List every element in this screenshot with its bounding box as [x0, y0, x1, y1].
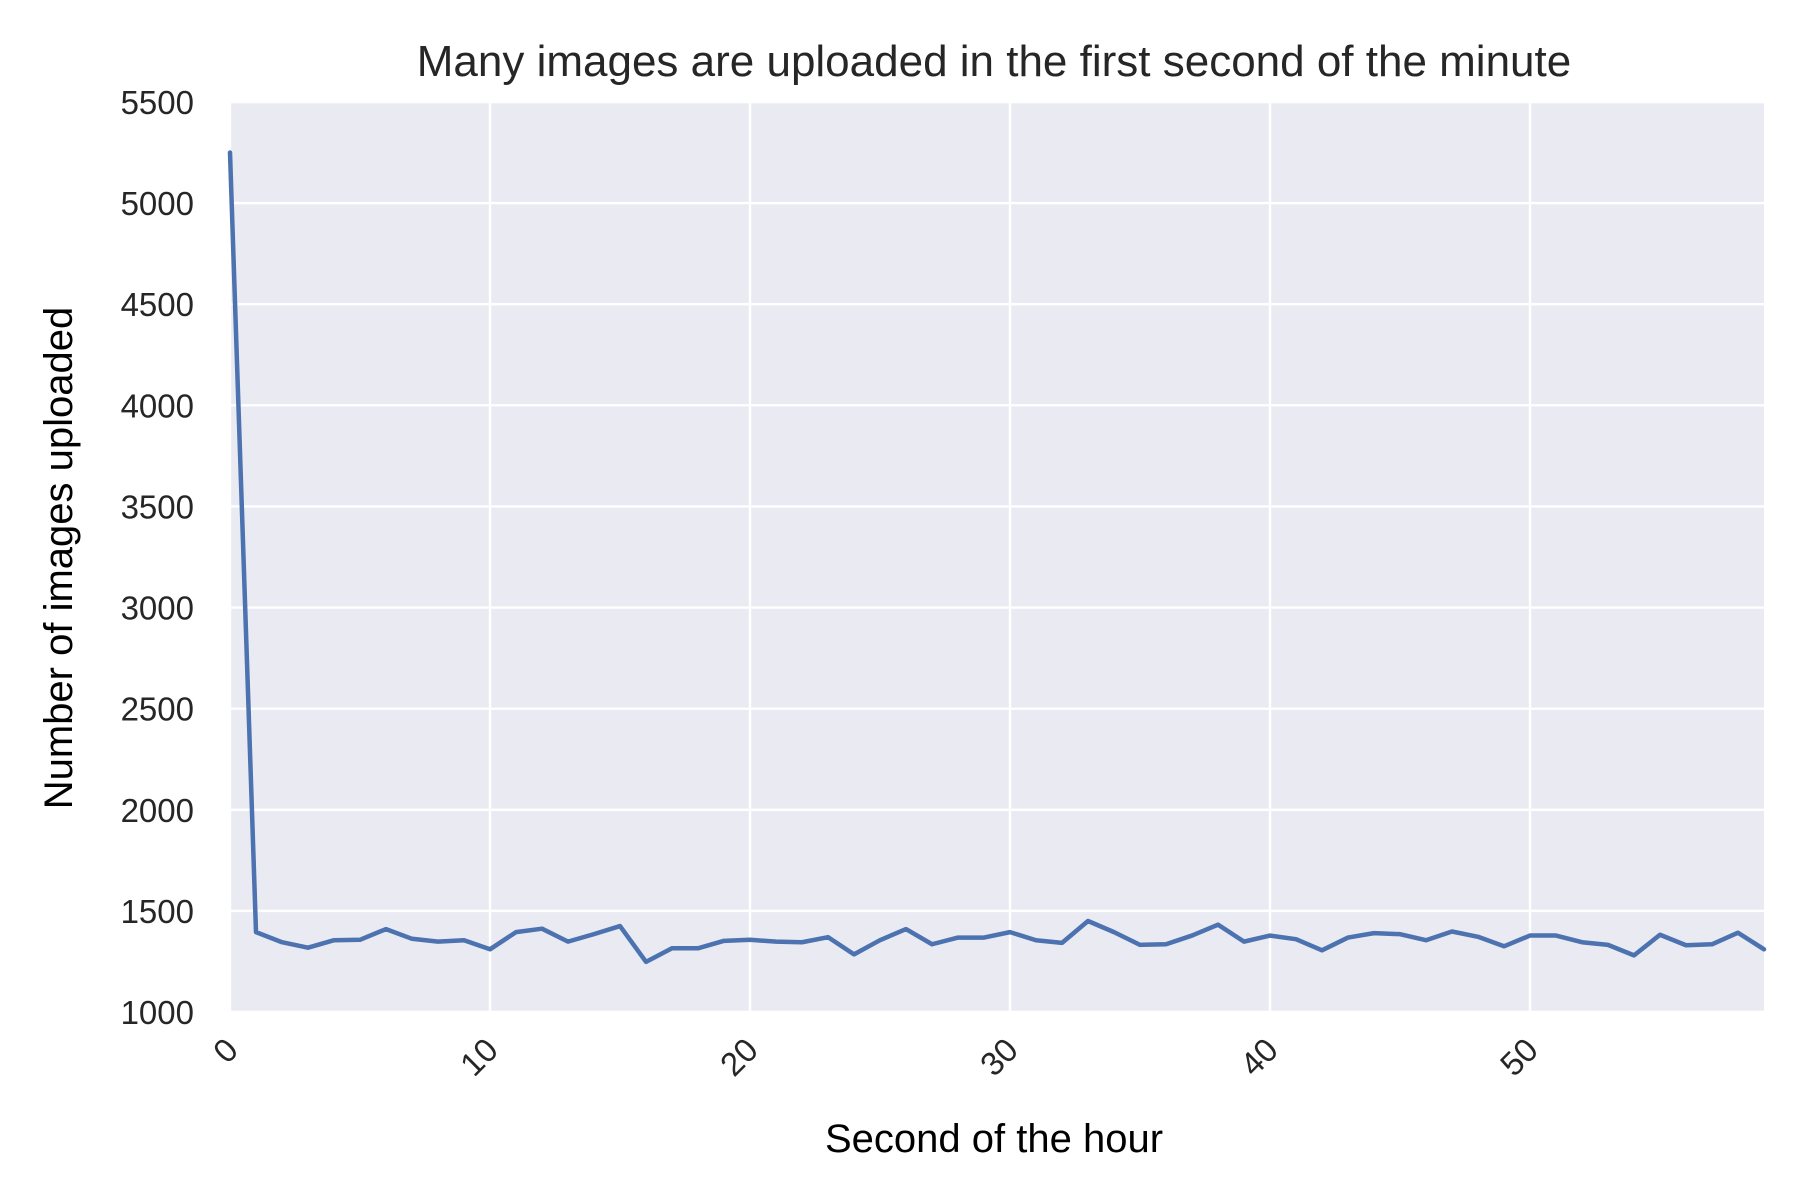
x-axis-label: Second of the hour: [825, 1117, 1163, 1161]
x-tick-label: 50: [1493, 1031, 1545, 1083]
chart-title: Many images are uploaded in the first se…: [417, 37, 1571, 86]
y-tick-label: 4000: [121, 387, 194, 424]
y-tick-label: 5000: [121, 185, 194, 222]
x-tick-label: 0: [206, 1031, 245, 1070]
y-tick-label: 1000: [121, 994, 194, 1031]
y-tick-label: 5500: [121, 84, 194, 121]
x-tick-label: 20: [713, 1031, 765, 1083]
x-tick-label: 30: [973, 1031, 1025, 1083]
y-tick-label: 4500: [121, 286, 194, 323]
y-tick-label: 2500: [121, 691, 194, 728]
y-tick-label: 3000: [121, 590, 194, 627]
y-axis-label: Number of images uploaded: [37, 307, 81, 810]
x-axis-ticks: 0 10 20 30 40 50: [206, 1031, 1545, 1083]
gridlines: [228, 100, 1764, 1014]
series-layer: [227, 150, 1767, 965]
x-tick-label: 40: [1233, 1031, 1285, 1083]
y-tick-label: 2000: [121, 792, 194, 829]
y-axis-ticks: 1000 1500 2000 2500 3000 3500 4000 4500 5000 5500: [121, 84, 194, 1031]
series-line: [227, 150, 1767, 965]
y-tick-label: 3500: [121, 488, 194, 525]
plot-area: [230, 102, 1764, 1012]
x-tick-label: 10: [453, 1031, 505, 1083]
y-tick-label: 1500: [121, 893, 194, 930]
